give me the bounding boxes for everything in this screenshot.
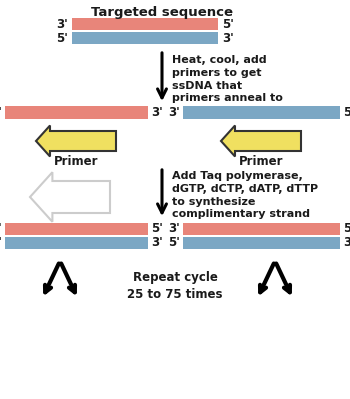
Text: 5': 5' — [343, 223, 350, 235]
Text: Primer: Primer — [239, 155, 283, 168]
Text: 3': 3' — [168, 223, 180, 235]
Text: 3': 3' — [56, 18, 68, 30]
Text: 3': 3' — [168, 106, 180, 119]
Text: 3': 3' — [343, 237, 350, 249]
Text: Targeted sequence: Targeted sequence — [91, 6, 233, 19]
Bar — [183, 106, 340, 119]
Text: Heat, cool, add
primers to get
ssDNA that
primers anneal to: Heat, cool, add primers to get ssDNA tha… — [172, 55, 283, 103]
Text: 5': 5' — [0, 106, 2, 119]
Bar — [5, 237, 148, 249]
Bar — [183, 237, 340, 249]
Polygon shape — [36, 126, 116, 156]
Bar — [72, 32, 218, 44]
Text: Primer: Primer — [54, 155, 98, 168]
Bar — [5, 106, 148, 119]
Text: 3': 3' — [151, 237, 163, 249]
Bar — [183, 223, 340, 235]
Bar — [72, 18, 218, 30]
Text: 3': 3' — [0, 223, 2, 235]
Text: 5': 5' — [222, 18, 234, 30]
Text: Repeat cycle
25 to 75 times: Repeat cycle 25 to 75 times — [127, 271, 223, 301]
Text: 5': 5' — [168, 237, 180, 249]
Text: 3': 3' — [222, 32, 234, 45]
Text: 5': 5' — [56, 32, 68, 45]
Polygon shape — [221, 126, 301, 156]
Text: 5': 5' — [0, 237, 2, 249]
Text: 5': 5' — [343, 106, 350, 119]
Text: 5': 5' — [151, 223, 163, 235]
Text: Add Taq polymerase,
dGTP, dCTP, dATP, dTTP
to synthesize
complimentary strand: Add Taq polymerase, dGTP, dCTP, dATP, dT… — [172, 171, 318, 219]
Text: 3': 3' — [151, 106, 163, 119]
Bar — [5, 223, 148, 235]
